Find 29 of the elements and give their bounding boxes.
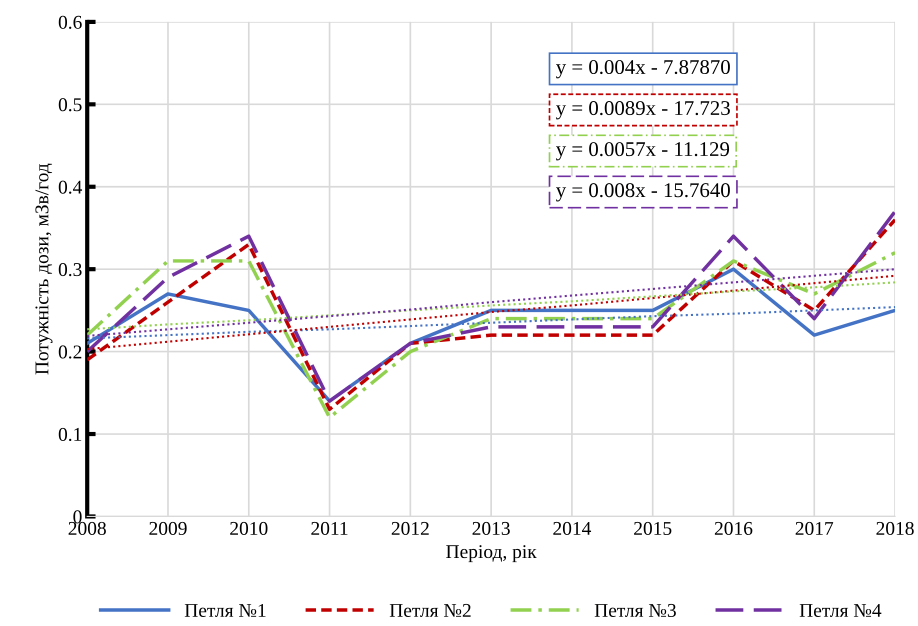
x-tick-label: 2016 [714,522,752,535]
x-tick-label: 2009 [149,522,187,535]
legend-label: Петля №3 [594,604,676,617]
y-tick-label: 0.3 [58,262,82,276]
annotation: y = 0.0089x - 17.723 [556,101,730,120]
y-tick-label: 0.5 [58,98,82,112]
y-axis-title: Потужність дози, мЗв/год [35,164,52,375]
x-tick-label: 2015 [634,522,672,535]
line-series [87,250,896,420]
legend-label: Петля №2 [390,604,471,617]
annotation: y = 0.008x - 15.7640 [556,183,730,202]
legend-label: Петля №4 [800,604,882,617]
x-tick-label: 2018 [876,522,914,535]
x-tick-label: 2012 [392,522,429,535]
y-tick-label: 0 [73,510,82,524]
y-tick-label: 0.1 [58,428,82,442]
x-tick-label: 2014 [553,522,592,535]
annotation: y = 0.0057x - 11.129 [556,142,730,160]
annotation: y = 0.004x - 7.87870 [556,60,730,78]
x-axis-title: Період, рік [446,545,537,562]
y-tick-label: 0.4 [58,180,82,194]
x-tick-label: 2010 [230,522,268,535]
x-tick-label: 2017 [796,522,834,535]
legend-label: Петля №1 [184,604,266,617]
x-tick-label: 2008 [68,522,106,535]
y-tick-label: 0.2 [58,345,82,359]
x-tick-label: 2013 [472,522,510,535]
x-tick-label: 2011 [311,522,348,535]
y-tick-label: 0.6 [58,16,82,29]
